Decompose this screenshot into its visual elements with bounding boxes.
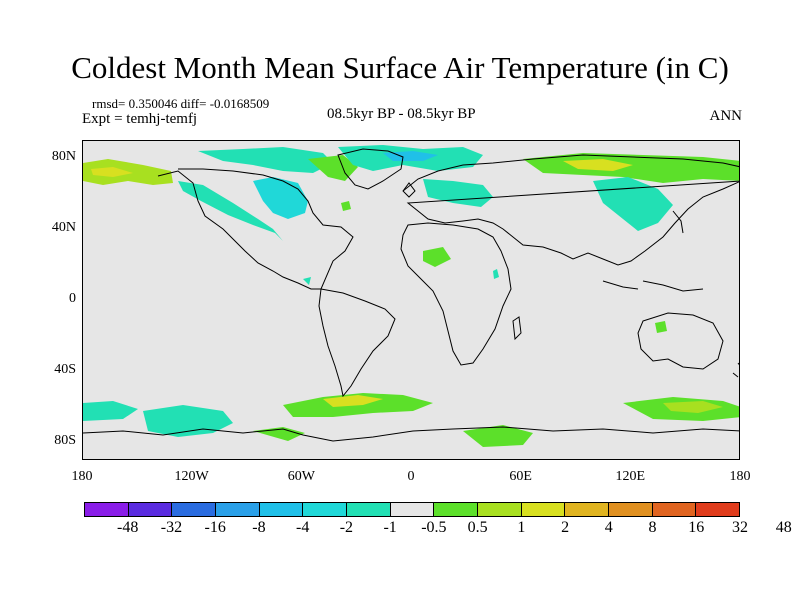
lon-tick-label: 60W bbox=[287, 469, 315, 484]
colorbar-label: 16 bbox=[688, 519, 705, 536]
colorbar-swatch bbox=[347, 503, 391, 516]
anomaly-sahara bbox=[423, 247, 451, 267]
coastline-layer bbox=[83, 148, 739, 442]
period-label: 08.5kyr BP - 08.5kyr BP bbox=[327, 106, 476, 122]
colorbar-swatch bbox=[85, 503, 129, 516]
colorbar-label: -32 bbox=[160, 519, 183, 536]
anomaly-north-pacific-patch bbox=[303, 277, 311, 285]
colorbar-label: -8 bbox=[252, 519, 266, 536]
map-plot-area bbox=[82, 140, 740, 460]
colorbar-swatch bbox=[609, 503, 653, 516]
coast-africa bbox=[400, 222, 512, 366]
anomaly-europe bbox=[423, 179, 493, 207]
anomaly-so-atlantic-core bbox=[323, 395, 383, 407]
colorbar-label: -4 bbox=[295, 519, 310, 536]
experiment-label: Expt = temhj-temfj bbox=[82, 111, 198, 127]
lat-tick-label: 40S bbox=[54, 362, 76, 378]
anomaly-fill-layer bbox=[83, 145, 739, 447]
anomaly-alaska-core bbox=[91, 167, 133, 177]
coast-indonesia bbox=[602, 280, 704, 292]
anomaly-antarctica-east bbox=[463, 425, 533, 447]
anomaly-so-pacific-west bbox=[83, 401, 138, 421]
coast-japan bbox=[672, 210, 684, 234]
colorbar bbox=[84, 502, 740, 517]
anomaly-australia-patch bbox=[655, 321, 667, 333]
colorbar-label: 1 bbox=[517, 519, 526, 536]
lon-tick-label: 0 bbox=[407, 469, 415, 484]
anomaly-red-sea bbox=[493, 269, 499, 279]
lon-tick-label: 120W bbox=[174, 469, 209, 484]
lon-tick-label: 180 bbox=[729, 469, 751, 484]
colorbar-label: 2 bbox=[561, 519, 570, 536]
coast-eurasia bbox=[402, 154, 739, 266]
coast-antarctica bbox=[83, 426, 739, 442]
colorbar-swatch bbox=[216, 503, 260, 516]
anomaly-so-indian-east bbox=[663, 401, 723, 413]
colorbar-swatch bbox=[303, 503, 348, 516]
colorbar-label: 4 bbox=[604, 519, 613, 536]
coast-new-zealand bbox=[732, 362, 739, 378]
colorbar-label: -2 bbox=[339, 519, 354, 536]
colorbar-label: 32 bbox=[732, 519, 748, 536]
anomaly-canada bbox=[178, 181, 283, 241]
anomaly-hudson bbox=[253, 177, 308, 219]
colorbar-swatch bbox=[128, 503, 173, 516]
lon-tick-label: 180 bbox=[71, 469, 93, 484]
lat-tick-label: 40N bbox=[51, 219, 76, 235]
colorbar-label: -0.5 bbox=[421, 519, 447, 536]
anomaly-greenland-sea-core bbox=[383, 151, 438, 161]
colorbar-swatch bbox=[390, 503, 435, 516]
colorbar-label: 0.5 bbox=[467, 519, 488, 536]
lon-tick-label: 120E bbox=[615, 469, 646, 484]
colorbar-swatch bbox=[521, 503, 566, 516]
lon-tick-label: 60E bbox=[509, 469, 532, 484]
stats-text: rmsd= 0.350046 diff= -0.0168509 bbox=[92, 96, 270, 111]
colorbar-swatch bbox=[172, 503, 217, 516]
colorbar-swatch bbox=[696, 503, 740, 516]
colorbar-swatch bbox=[565, 503, 610, 516]
anomaly-atlantic-patch bbox=[341, 201, 351, 211]
colorbar-label: -1 bbox=[383, 519, 397, 536]
lat-tick-label: 80N bbox=[51, 148, 76, 164]
anomaly-siberia-core bbox=[563, 159, 633, 171]
season-label: ANN bbox=[709, 108, 743, 124]
colorbar-swatch bbox=[478, 503, 522, 516]
anomaly-canadian-arctic bbox=[198, 147, 333, 173]
lat-tick-label: 0 bbox=[69, 291, 76, 306]
coast-madagascar bbox=[512, 316, 522, 341]
chart-title: Coldest Month Mean Surface Air Temperatu… bbox=[71, 50, 729, 85]
colorbar-label: 8 bbox=[648, 519, 657, 536]
coast-greenland bbox=[337, 148, 404, 190]
anomaly-greenland-coast bbox=[308, 155, 358, 181]
colorbar-label: 48 bbox=[775, 519, 792, 536]
colorbar-swatch bbox=[652, 503, 697, 516]
colorbar-swatch bbox=[434, 503, 479, 516]
colorbar-label: -48 bbox=[117, 519, 139, 536]
map-svg bbox=[83, 145, 739, 447]
coast-australia bbox=[637, 312, 724, 370]
coast-uk bbox=[402, 182, 416, 198]
lat-tick-label: 80S bbox=[54, 433, 76, 449]
colorbar-label: -16 bbox=[204, 519, 226, 536]
colorbar-swatch bbox=[259, 503, 304, 516]
anomaly-east-asia bbox=[593, 177, 673, 231]
anomaly-so-pacific bbox=[143, 405, 233, 437]
coast-south-america bbox=[318, 288, 396, 398]
